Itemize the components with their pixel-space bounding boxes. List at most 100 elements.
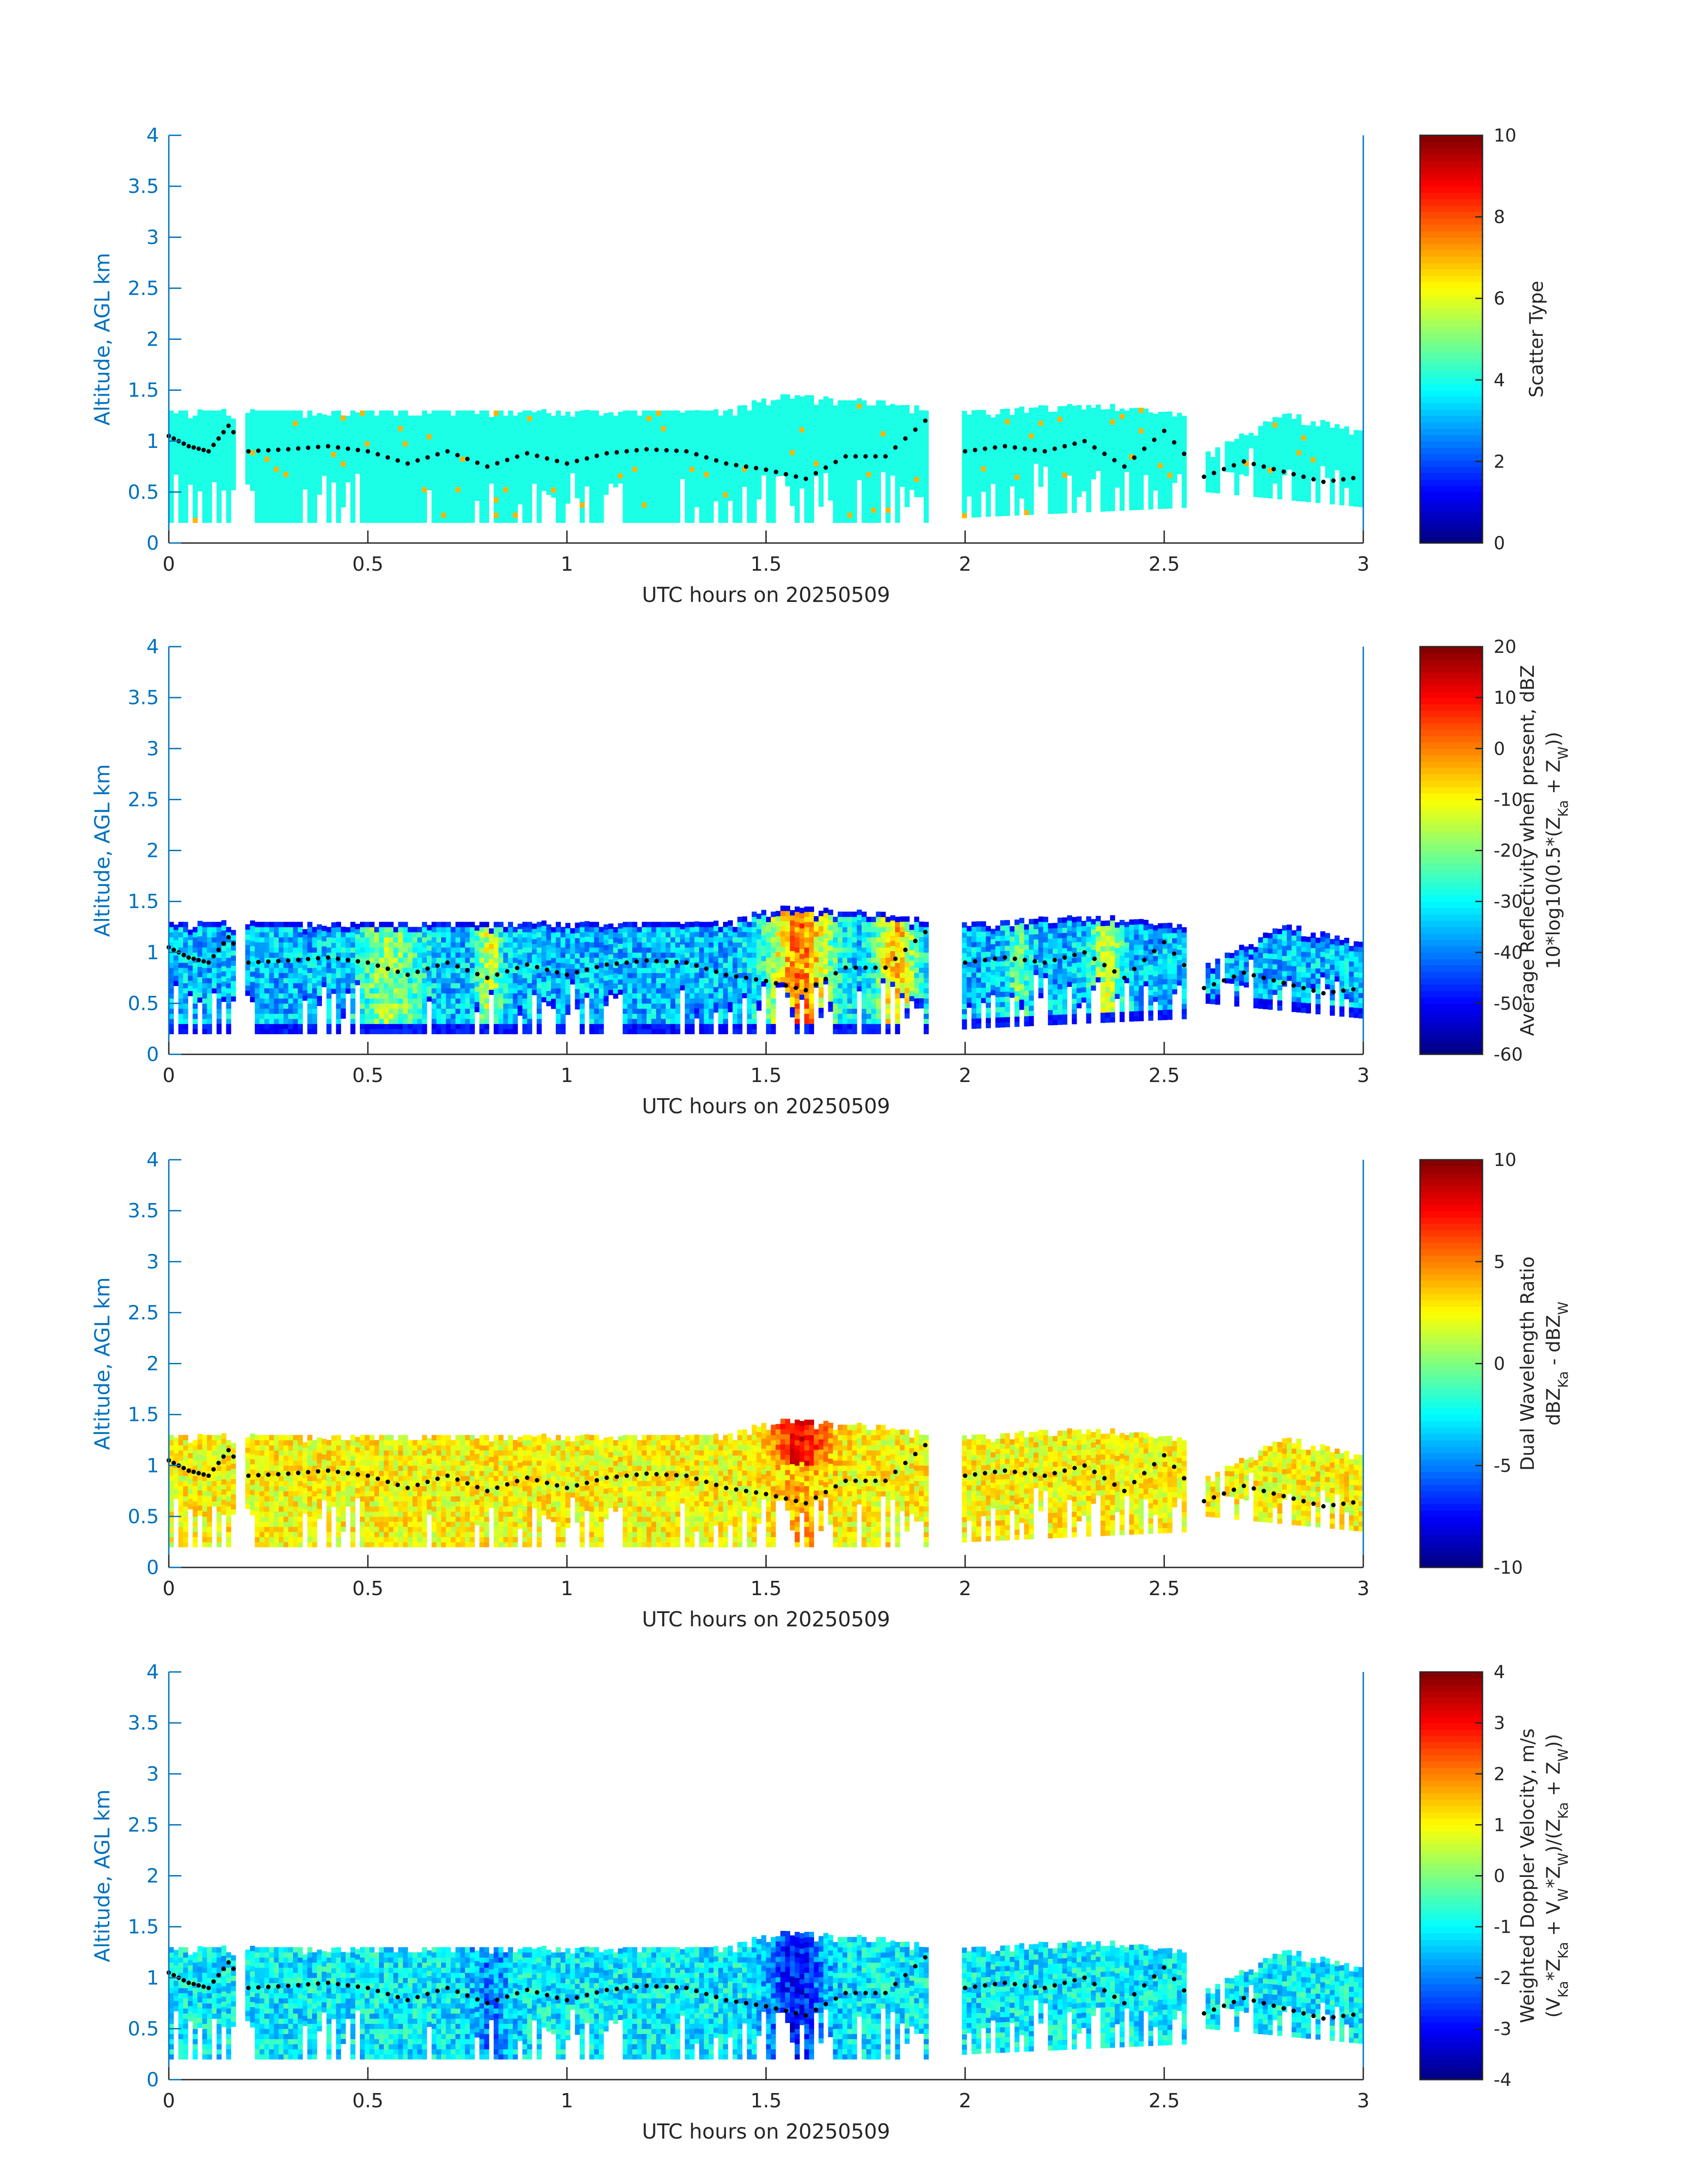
heatmap-cell <box>1034 423 1039 428</box>
heatmap-cell <box>1096 425 1101 430</box>
heatmap-cell <box>398 492 403 497</box>
heatmap-cell <box>1163 483 1168 489</box>
heatmap-cell <box>1086 466 1091 472</box>
heatmap-cell <box>747 456 752 462</box>
heatmap-cell <box>833 497 838 502</box>
heatmap-cell <box>360 497 365 502</box>
heatmap-cell <box>255 1003 260 1009</box>
heatmap-cell <box>322 471 326 476</box>
heatmap-cell <box>498 436 503 441</box>
heatmap-cell <box>288 482 293 487</box>
heatmap-cell <box>843 497 848 502</box>
heatmap-cell <box>522 410 527 416</box>
heatmap-cell <box>489 427 494 433</box>
heatmap-cell <box>245 418 250 423</box>
heatmap-cell <box>781 435 785 440</box>
heatmap-cell <box>427 429 432 435</box>
heatmap-cell <box>1148 468 1153 474</box>
heatmap-cell <box>1119 485 1124 490</box>
heatmap-cell <box>704 426 709 431</box>
heatmap-cell <box>446 421 451 426</box>
heatmap-cell <box>183 1008 188 1014</box>
heatmap-cell <box>618 422 623 427</box>
heatmap-cell <box>279 426 284 431</box>
heatmap-cell <box>427 419 432 424</box>
heatmap-cell <box>680 418 685 423</box>
heatmap-cell <box>723 502 728 508</box>
heatmap-cell <box>1163 458 1168 463</box>
heatmap-cell <box>1062 462 1067 468</box>
heatmap-cell <box>699 456 704 462</box>
heatmap-cell <box>193 1003 198 1009</box>
heatmap-cell <box>207 507 212 513</box>
heatmap-cell <box>422 487 427 493</box>
heatmap-cell <box>1311 426 1315 432</box>
heatmap-cell <box>422 513 427 518</box>
heatmap-cell <box>843 410 848 416</box>
heatmap-cell <box>374 431 379 436</box>
heatmap-cell <box>1000 419 1005 425</box>
heatmap-cell <box>962 487 967 493</box>
heatmap-cell <box>217 507 221 513</box>
heatmap-cell <box>604 489 609 495</box>
heatmap-cell <box>298 472 303 477</box>
heatmap-cell <box>259 431 264 436</box>
heatmap-cell <box>885 487 890 493</box>
heatmap-cell <box>436 497 441 502</box>
heatmap-cell <box>250 485 255 491</box>
heatmap-cell <box>761 404 766 409</box>
heatmap-cell <box>599 456 604 462</box>
heatmap-cell <box>1277 453 1282 459</box>
heatmap-cell <box>307 492 312 497</box>
heatmap-cell <box>217 472 221 477</box>
heatmap-cell <box>967 481 972 486</box>
heatmap-cells <box>169 394 1364 523</box>
heatmap-cell <box>1034 407 1039 413</box>
heatmap-cell <box>910 418 915 424</box>
heatmap-cell <box>857 398 862 404</box>
colorbar-band <box>1420 205 1482 212</box>
heatmap-cell <box>642 502 647 508</box>
heatmap-cell <box>259 1008 264 1014</box>
heatmap-cell <box>1062 508 1067 514</box>
heatmap-cell <box>503 518 508 523</box>
heatmap-cell <box>876 472 881 477</box>
heatmap-cell <box>723 436 728 441</box>
heatmap-cell <box>556 502 561 508</box>
heatmap-cell <box>274 1003 279 1009</box>
heatmap-cell <box>1273 453 1278 458</box>
heatmap-cell <box>666 487 671 493</box>
heatmap-cell <box>1340 485 1345 490</box>
heatmap-cell <box>546 444 551 449</box>
heatmap-cell <box>193 482 198 487</box>
heatmap-cell <box>193 513 198 518</box>
heatmap-cell <box>1086 415 1091 421</box>
heatmap-cell <box>689 497 694 502</box>
heatmap-cell <box>465 477 470 482</box>
heatmap-cell <box>1311 452 1315 457</box>
heatmap-cell <box>1144 439 1148 444</box>
heatmap-cell <box>355 464 360 469</box>
heatmap-cell <box>838 482 843 487</box>
heatmap-cell <box>1172 432 1177 437</box>
heatmap-cell <box>1000 435 1005 440</box>
heatmap-cell <box>269 456 274 462</box>
heatmap-cell <box>508 502 513 508</box>
heatmap-cell <box>1015 408 1019 414</box>
heatmap-cell <box>255 482 260 487</box>
heatmap-cell <box>1038 436 1043 441</box>
heatmap-cell <box>1015 414 1019 419</box>
heatmap-cell <box>226 983 231 988</box>
heatmap-cell <box>699 477 704 482</box>
heatmap-cell <box>838 426 843 431</box>
heatmap-cell <box>1315 437 1320 442</box>
heatmap-cell <box>919 487 924 492</box>
heatmap-cell <box>1091 474 1096 479</box>
heatmap-cell <box>1354 455 1359 461</box>
heatmap-cell <box>790 439 795 445</box>
heatmap-cell <box>1124 410 1129 416</box>
heatmap-cell <box>599 461 604 467</box>
heatmap-cell <box>857 464 862 470</box>
heatmap-cell <box>1134 428 1139 434</box>
heatmap-cell <box>771 492 776 497</box>
